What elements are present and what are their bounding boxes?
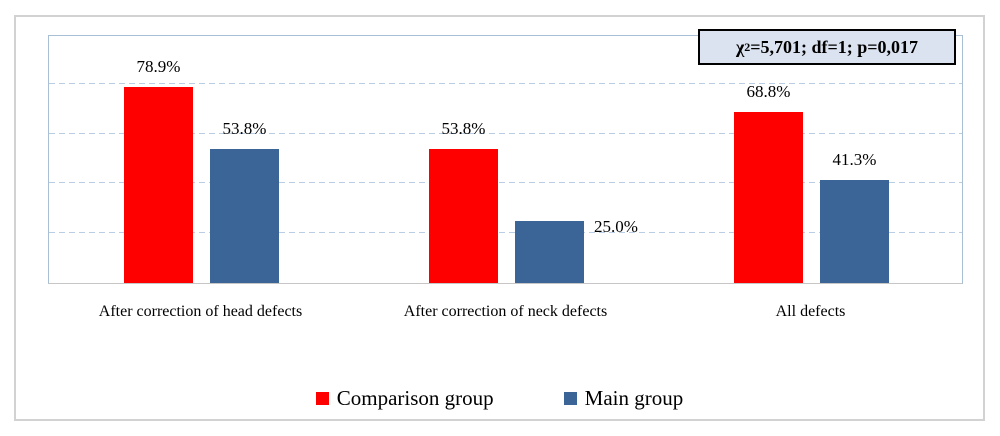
chi-square-annotation-box: χ 2 =5,701; df=1; p=0,017 xyxy=(698,29,956,65)
bar-group-3: 68.8% 41.3% xyxy=(734,36,889,283)
bar-comparison-group-2 xyxy=(429,149,498,283)
value-label-comparison-group-2: 53.8% xyxy=(441,119,486,139)
comparison-group-swatch-icon xyxy=(315,392,329,405)
category-axis: After correction of head defects After co… xyxy=(48,303,963,321)
plot-area: 78.9% 53.8% 53.8% 25.0% 68.8% 41.3% xyxy=(48,35,963,284)
gridline-40-percent xyxy=(49,182,962,184)
legend-label-comparison-group: Comparison group xyxy=(336,386,494,410)
value-label-main-group-1: 53.8% xyxy=(222,119,267,139)
bar-main-group-1 xyxy=(210,149,279,283)
bar-comparison-group-3 xyxy=(734,111,803,283)
chi-square-stats-text: =5,701; df=1; p=0,017 xyxy=(750,36,919,57)
gridline-20-percent xyxy=(49,232,962,234)
legend-item-comparison-group: Comparison group xyxy=(315,386,494,411)
gridline-80-percent xyxy=(49,82,962,84)
main-group-swatch-icon xyxy=(563,392,577,405)
category-label-2: After correction of neck defects xyxy=(403,303,608,320)
value-label-main-group-2: 25.0% xyxy=(594,216,638,236)
bar-main-group-3 xyxy=(820,180,889,283)
chart-figure: χ 2 =5,701; df=1; p=0,017 78.9% 53.8% 53.8% 2… xyxy=(14,15,985,421)
legend-label-main-group: Main group xyxy=(584,386,684,410)
value-label-main-group-3: 41.3% xyxy=(832,150,877,170)
bar-group-1: 78.9% 53.8% xyxy=(124,36,279,283)
value-label-comparison-group-1: 78.9% xyxy=(136,56,181,76)
legend-item-main-group: Main group xyxy=(563,386,684,411)
legend: Comparison group Main group xyxy=(16,386,983,411)
category-label-1: After correction of head defects xyxy=(98,303,303,320)
bar-group-2: 53.8% 25.0% xyxy=(429,36,638,283)
bar-comparison-group-1 xyxy=(124,86,193,283)
gridline-60-percent xyxy=(49,132,962,134)
bar-main-group-2 xyxy=(515,220,584,283)
category-label-3: All defects xyxy=(775,303,846,320)
value-label-comparison-group-3: 68.8% xyxy=(746,81,791,101)
chi-symbol: χ xyxy=(735,36,745,57)
